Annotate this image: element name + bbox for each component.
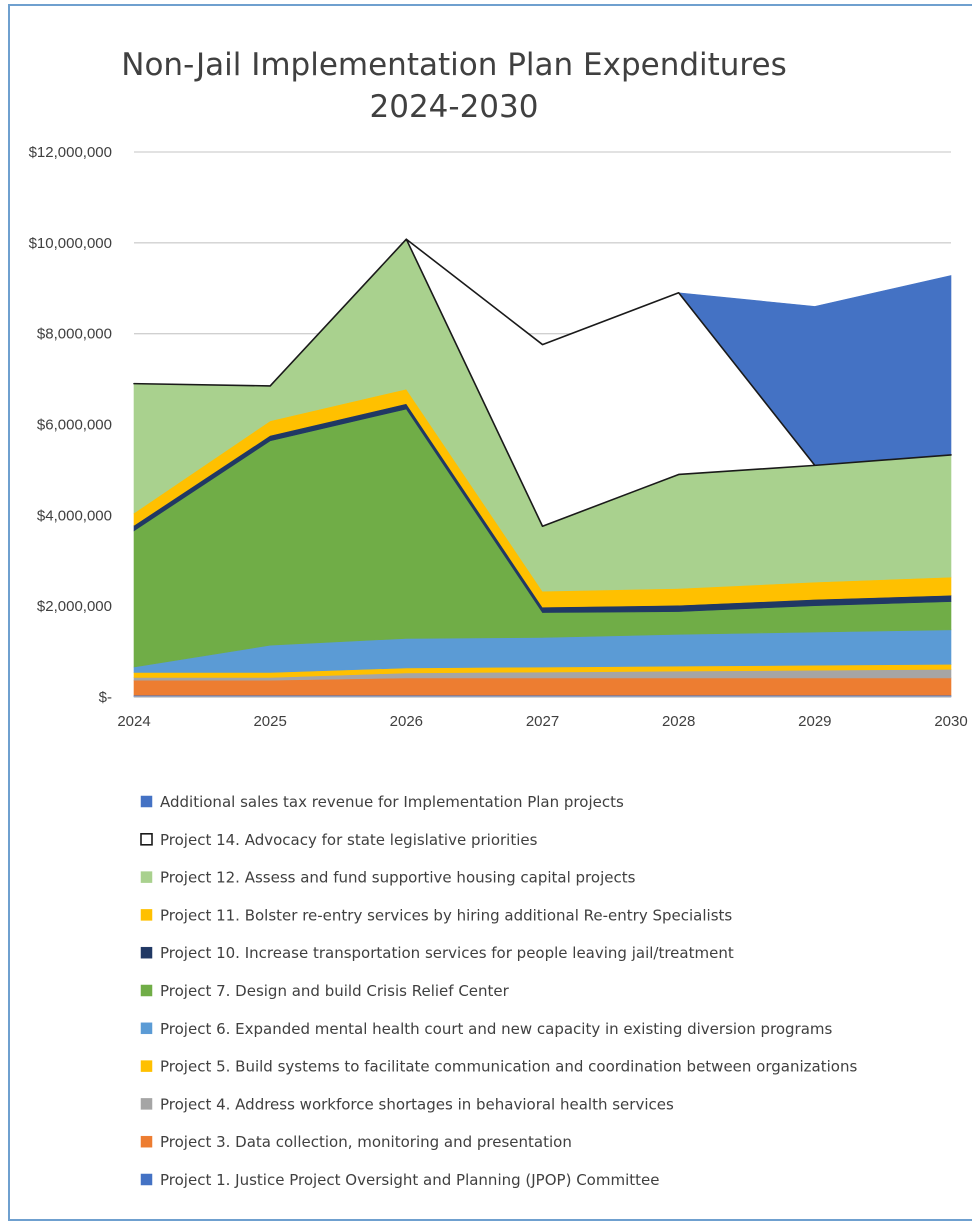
- legend-label: Project 5. Build systems to facilitate c…: [160, 1058, 857, 1076]
- x-axis-ticks: 2024 2025 2026 2027 2028 2029 2030: [117, 713, 967, 730]
- legend-label: Project 6. Expanded mental health court …: [160, 1020, 833, 1038]
- legend-swatch: [140, 1022, 153, 1035]
- x-tick-label: 2030: [934, 713, 967, 730]
- y-axis-ticks: $- $2,000,000 $4,000,000 $6,000,000 $8,000,0…: [29, 144, 112, 706]
- x-tick-label: 2029: [798, 713, 831, 730]
- x-tick-label: 2024: [117, 713, 150, 730]
- x-tick-label: 2025: [253, 713, 286, 730]
- legend-item: Project 12. Assess and fund supportive h…: [140, 869, 636, 887]
- legend-label: Project 12. Assess and fund supportive h…: [160, 869, 636, 887]
- legend-swatch: [140, 946, 153, 959]
- legend-item: Project 1. Justice Project Oversight and…: [140, 1171, 659, 1189]
- legend-label: Project 3. Data collection, monitoring a…: [160, 1133, 572, 1151]
- legend-label: Project 1. Justice Project Oversight and…: [160, 1171, 659, 1189]
- chart-title-line-2: 2024-2030: [370, 89, 539, 125]
- area-outline: [133, 238, 952, 528]
- legend-swatch: [140, 871, 153, 883]
- chart-title-line-1: Non-Jail Implementation Plan Expenditure…: [121, 47, 786, 83]
- y-tick-label: $8,000,000: [37, 326, 112, 343]
- legend-item: Project 11. Bolster re-entry services by…: [140, 906, 732, 924]
- legend-item: Project 7. Design and build Crisis Relie…: [140, 982, 510, 1000]
- legend-item: Project 6. Expanded mental health court …: [140, 1020, 833, 1038]
- x-tick-label: 2026: [390, 713, 423, 730]
- legend-swatch: [140, 984, 153, 997]
- legend-swatch: [140, 1135, 153, 1148]
- legend-item: Project 14. Advocacy for state legislati…: [140, 831, 538, 849]
- legend-label: Project 11. Bolster re-entry services by…: [160, 906, 732, 924]
- legend-swatch: [140, 1098, 153, 1110]
- legend-swatch: [140, 795, 153, 808]
- area-series: [133, 238, 952, 698]
- x-tick-label: 2027: [526, 713, 559, 730]
- legend-label: Project 14. Advocacy for state legislati…: [160, 831, 538, 849]
- legend-swatch: [140, 1173, 153, 1186]
- legend-item: Additional sales tax revenue for Impleme…: [140, 793, 624, 811]
- legend-item: Project 4. Address workforce shortages i…: [140, 1095, 674, 1113]
- y-tick-label: $6,000,000: [37, 417, 112, 434]
- y-tick-label: $12,000,000: [29, 144, 112, 161]
- legend-label: Project 10. Increase transportation serv…: [160, 944, 734, 962]
- legend-label: Additional sales tax revenue for Impleme…: [160, 793, 624, 811]
- y-tick-label: $2,000,000: [37, 598, 112, 615]
- y-tick-label: $4,000,000: [37, 507, 112, 524]
- y-tick-label: $-: [99, 689, 112, 706]
- legend: Additional sales tax revenue for Impleme…: [140, 793, 857, 1189]
- legend-swatch: [140, 1060, 153, 1072]
- legend-item: Project 3. Data collection, monitoring a…: [140, 1133, 572, 1151]
- x-tick-label: 2028: [662, 713, 695, 730]
- legend-label: Project 7. Design and build Crisis Relie…: [160, 982, 510, 1000]
- legend-item: Project 10. Increase transportation serv…: [140, 944, 734, 962]
- y-tick-label: $10,000,000: [29, 235, 112, 252]
- legend-label: Project 4. Address workforce shortages i…: [160, 1095, 674, 1113]
- legend-item: Project 5. Build systems to facilitate c…: [140, 1058, 857, 1076]
- legend-swatch: [140, 909, 153, 921]
- legend-swatch: [140, 832, 153, 846]
- area-series-2: [133, 677, 952, 696]
